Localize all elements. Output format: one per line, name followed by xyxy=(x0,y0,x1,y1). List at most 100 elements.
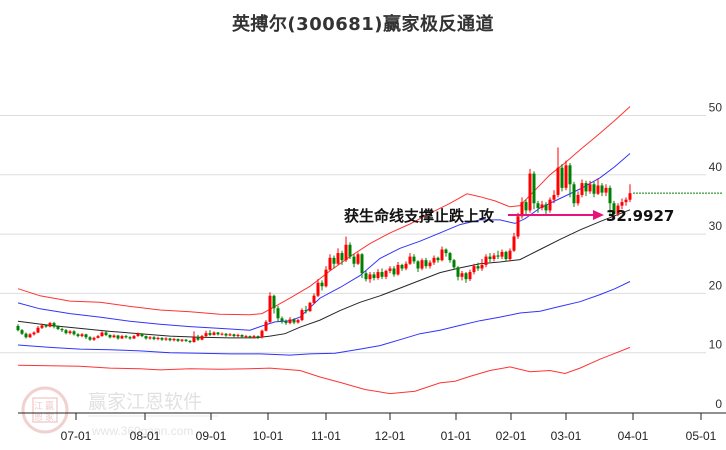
candle xyxy=(432,257,436,263)
candle xyxy=(16,326,20,331)
candle xyxy=(108,334,112,338)
candle xyxy=(424,260,428,267)
candle xyxy=(440,249,444,261)
candle xyxy=(508,250,512,260)
candle xyxy=(340,253,344,261)
candle xyxy=(228,334,232,336)
candle xyxy=(384,270,388,277)
candle xyxy=(84,334,88,338)
candle xyxy=(596,185,600,194)
candle xyxy=(152,337,156,340)
candle xyxy=(484,256,488,265)
candle xyxy=(116,335,120,339)
candle xyxy=(68,331,72,334)
candle xyxy=(72,331,76,335)
middle-line-line xyxy=(17,209,631,339)
watermark-url: www.360gann.com xyxy=(91,424,193,438)
candle xyxy=(276,308,280,319)
candle xyxy=(28,334,32,338)
candle xyxy=(236,334,240,337)
svg-text:江: 江 xyxy=(34,401,43,412)
candle xyxy=(288,319,292,324)
candle xyxy=(112,335,116,338)
candle xyxy=(360,254,364,274)
candle xyxy=(324,269,328,287)
svg-text:家: 家 xyxy=(45,411,54,423)
y-tick-label: 10 xyxy=(709,338,723,352)
candle xyxy=(160,337,164,340)
candle xyxy=(120,336,124,339)
x-tick-label: 07-01 xyxy=(61,429,92,443)
candle xyxy=(24,333,28,338)
candle xyxy=(260,330,264,338)
candle xyxy=(416,261,420,269)
candle xyxy=(472,266,476,273)
candle xyxy=(220,333,224,335)
y-tick-label: 30 xyxy=(709,219,723,233)
x-tick-label: 11-01 xyxy=(311,429,341,443)
candle xyxy=(128,337,132,339)
candle xyxy=(284,321,288,324)
candle xyxy=(156,337,160,340)
candle xyxy=(364,273,368,280)
candle xyxy=(60,328,64,331)
candle xyxy=(584,183,588,192)
candle xyxy=(244,336,248,338)
y-tick-label: 20 xyxy=(709,278,723,292)
candle xyxy=(444,249,448,254)
candle xyxy=(56,326,60,329)
candle xyxy=(588,184,592,192)
candle xyxy=(32,332,36,335)
candle xyxy=(100,332,104,337)
candle xyxy=(304,310,308,312)
candle xyxy=(576,194,580,204)
candle xyxy=(476,266,480,269)
candle xyxy=(536,203,540,209)
candle xyxy=(88,337,92,340)
candle xyxy=(556,167,560,195)
x-tick-label: 12-01 xyxy=(375,429,406,443)
candle xyxy=(316,282,320,296)
candle xyxy=(216,332,220,335)
candle xyxy=(524,202,528,211)
candle xyxy=(452,260,456,268)
candle xyxy=(376,272,380,278)
chart-title: 英搏尔(300681)赢家极反通道 xyxy=(231,14,495,35)
candle xyxy=(356,254,360,264)
candle xyxy=(40,325,44,328)
candle xyxy=(124,336,128,338)
candle xyxy=(232,334,236,337)
candle xyxy=(532,173,536,204)
candle xyxy=(300,310,304,321)
upper-outer-band-line xyxy=(17,106,631,316)
lower-outer-band-line xyxy=(17,346,631,395)
upper-inner-band-line xyxy=(17,153,631,331)
y-tick-label: 40 xyxy=(709,160,723,174)
candle xyxy=(320,282,324,287)
candle xyxy=(372,274,376,278)
candle xyxy=(104,332,108,335)
candle xyxy=(176,339,180,341)
watermark: 江 赢 恩 家 赢家江恩软件 www.360gann.com xyxy=(21,386,218,438)
candle xyxy=(572,184,576,204)
candle xyxy=(564,165,568,188)
candle xyxy=(164,338,168,340)
candle xyxy=(468,272,472,280)
candle xyxy=(496,255,500,257)
grid-lines xyxy=(0,115,706,354)
candle xyxy=(96,336,100,338)
candle xyxy=(312,295,316,303)
candle xyxy=(492,255,496,260)
candle xyxy=(76,334,80,337)
candle xyxy=(224,333,228,336)
candle xyxy=(200,336,204,340)
x-tick-label: 08-01 xyxy=(130,429,161,443)
candle xyxy=(460,273,464,277)
candle xyxy=(272,295,276,309)
candle xyxy=(264,321,268,331)
candle xyxy=(144,336,148,339)
candle xyxy=(624,199,628,203)
candle xyxy=(132,336,136,339)
support-annotation: 获生命线支撑止跌上攻 32.9927 xyxy=(344,207,674,225)
candle xyxy=(504,251,508,260)
